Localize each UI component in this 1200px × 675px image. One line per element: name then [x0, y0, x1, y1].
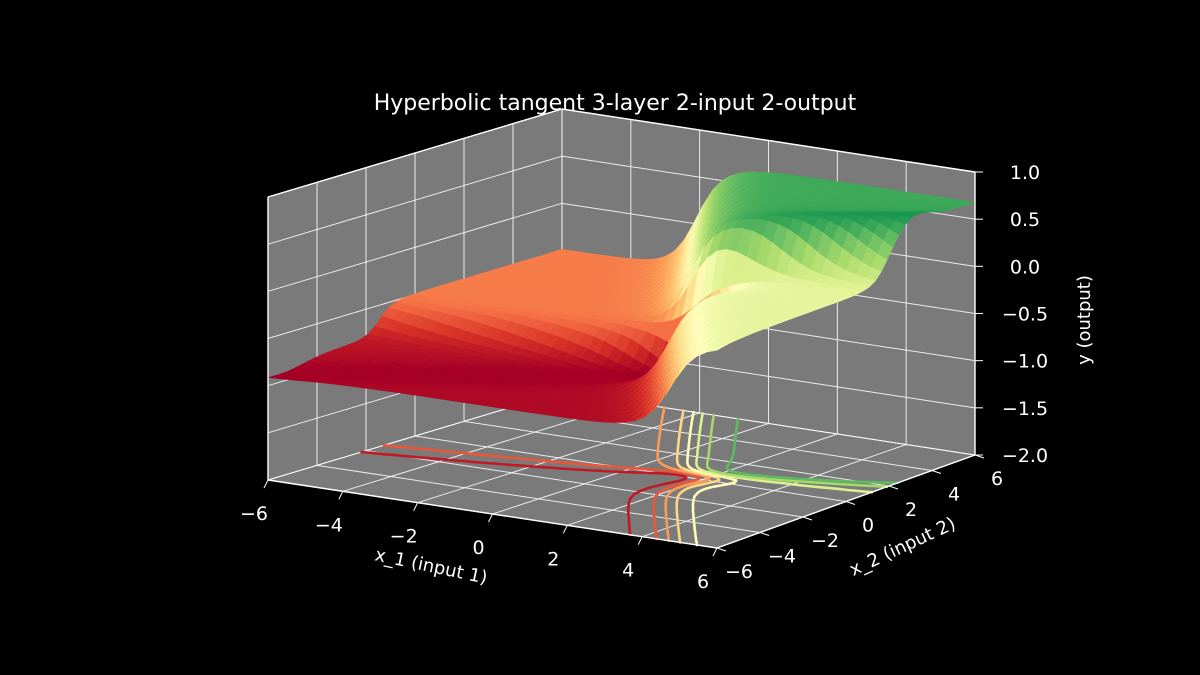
x-tick-mark	[637, 536, 643, 545]
x-tick-mark	[562, 525, 568, 534]
axis-line	[267, 108, 563, 198]
y-tick-label: 6	[991, 468, 1003, 490]
surface-patch	[706, 346, 724, 353]
y-tick-mark	[931, 470, 942, 474]
contour-line	[382, 444, 701, 541]
z-tick-label: 0.5	[1010, 209, 1040, 231]
x-tick-label: −4	[315, 514, 343, 536]
grid-line	[267, 202, 563, 292]
z-tick-label: −2.0	[1002, 445, 1048, 467]
y-tick-label: 2	[905, 499, 917, 521]
contour-line	[656, 406, 711, 542]
x-tick-label: −6	[240, 503, 268, 525]
x-tick-label: 0	[472, 537, 484, 559]
contour-line	[360, 450, 688, 537]
x-tick-label: 6	[697, 571, 709, 593]
y-tick-label: −2	[811, 530, 839, 552]
tick-labels: −6 −4 −2 0 2 4 6 −6 −4 −2 0 2 4 6 1.0 0.5 0.0 −0.5 −1.0 −1.…	[240, 162, 1048, 593]
axis-line	[561, 108, 976, 173]
contour-line	[686, 410, 738, 547]
floor-contours	[360, 406, 899, 547]
contour-line	[705, 413, 889, 489]
x-tick-mark	[413, 502, 419, 511]
x-tick-mark	[712, 547, 718, 557]
y-tick-mark	[888, 485, 899, 490]
x-tick-label: 2	[547, 548, 559, 570]
contour-line	[695, 412, 874, 494]
grid-line	[267, 155, 563, 245]
z-tick-label: 1.0	[1010, 162, 1040, 184]
y-tick-label: −4	[768, 546, 796, 568]
y-tick-mark	[716, 547, 727, 552]
contour-line	[675, 409, 721, 544]
x-tick-label: −2	[390, 526, 418, 548]
x-tick-mark	[488, 513, 493, 523]
y-tick-label: 0	[862, 515, 874, 537]
chart-title: Hyperbolic tangent 3-layer 2-input 2-out…	[374, 91, 857, 116]
y-tick-mark	[759, 532, 770, 536]
x-tick-label: 4	[622, 560, 634, 582]
contour-line	[725, 417, 899, 485]
floor-pane	[268, 392, 975, 548]
x-tick-mark	[338, 491, 344, 500]
z-tick-label: −1.0	[1002, 351, 1048, 373]
z-tick-label: 0.0	[1010, 256, 1040, 278]
y-tick-mark	[802, 516, 813, 521]
z-tick-label: −1.5	[1002, 398, 1048, 420]
surface-mesh	[267, 171, 976, 423]
y-tick-label: −6	[725, 561, 753, 583]
y-tick-mark	[845, 501, 856, 505]
z-axis-label: y (output)	[1074, 275, 1095, 365]
x-tick-mark	[263, 479, 269, 489]
z-tick-label: −0.5	[1002, 304, 1048, 326]
y-tick-label: 4	[948, 484, 960, 506]
